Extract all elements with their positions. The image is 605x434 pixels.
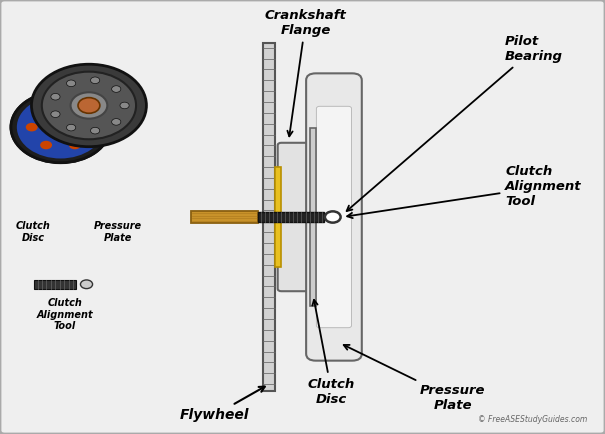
- Circle shape: [11, 92, 110, 163]
- Circle shape: [91, 77, 100, 84]
- Circle shape: [51, 111, 60, 118]
- Circle shape: [40, 141, 52, 149]
- Bar: [258, 212, 324, 222]
- Circle shape: [17, 96, 104, 158]
- Circle shape: [48, 118, 73, 136]
- Circle shape: [112, 118, 121, 125]
- Text: © FreeASEStudyGuides.com: © FreeASEStudyGuides.com: [477, 415, 587, 424]
- Bar: [275, 167, 281, 267]
- Bar: [34, 280, 76, 289]
- Circle shape: [26, 123, 38, 132]
- Circle shape: [42, 72, 136, 139]
- Bar: [191, 211, 258, 223]
- FancyBboxPatch shape: [306, 73, 362, 361]
- Circle shape: [91, 127, 100, 134]
- Circle shape: [31, 64, 146, 147]
- Text: Clutch
Alignment
Tool: Clutch Alignment Tool: [36, 298, 93, 331]
- FancyBboxPatch shape: [278, 143, 314, 291]
- Circle shape: [325, 211, 341, 223]
- FancyBboxPatch shape: [316, 106, 352, 328]
- Circle shape: [67, 80, 76, 87]
- Circle shape: [51, 93, 60, 100]
- Circle shape: [120, 102, 129, 109]
- Circle shape: [83, 123, 95, 132]
- Circle shape: [71, 92, 107, 118]
- Circle shape: [40, 105, 52, 114]
- Circle shape: [69, 105, 81, 114]
- Circle shape: [67, 124, 76, 131]
- Text: Clutch
Disc: Clutch Disc: [16, 221, 51, 243]
- Text: Pilot
Bearing: Pilot Bearing: [347, 35, 563, 211]
- Circle shape: [80, 280, 93, 289]
- Text: Pressure
Plate: Pressure Plate: [344, 345, 485, 412]
- Text: Clutch
Disc: Clutch Disc: [308, 300, 355, 406]
- Circle shape: [112, 86, 121, 92]
- Text: Flywheel: Flywheel: [180, 387, 265, 422]
- Circle shape: [78, 98, 100, 113]
- Text: Clutch
Alignment
Tool: Clutch Alignment Tool: [347, 165, 582, 218]
- Text: Crankshaft
Flange: Crankshaft Flange: [264, 9, 347, 136]
- Bar: [310, 128, 316, 306]
- Circle shape: [69, 141, 81, 149]
- Text: Pressure
Plate: Pressure Plate: [94, 221, 142, 243]
- Bar: [263, 43, 275, 391]
